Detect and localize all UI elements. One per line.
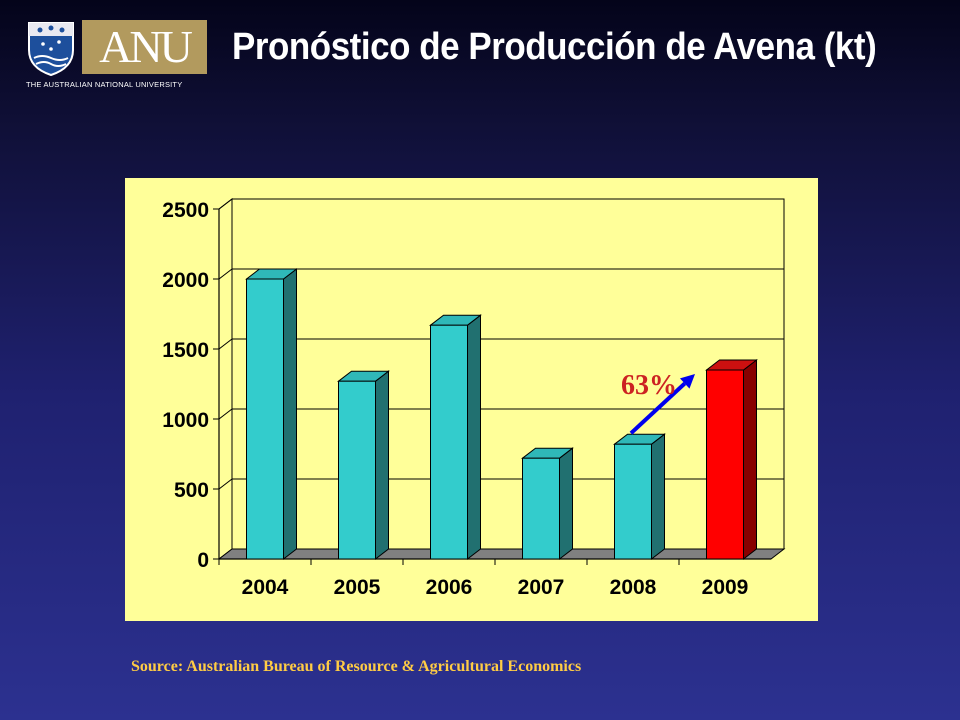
annotation-label: 63% bbox=[621, 370, 677, 401]
x-tick-label: 2006 bbox=[426, 576, 473, 599]
bar bbox=[706, 369, 744, 560]
x-tick-label: 2009 bbox=[702, 576, 749, 599]
anu-wordmark: ANU bbox=[99, 21, 193, 72]
x-tick-label: 2008 bbox=[610, 576, 657, 599]
bar bbox=[522, 457, 560, 560]
page-title: Pronóstico de Producción de Avena (kt) bbox=[232, 26, 877, 68]
plot-area: 0 500 1000 1500 2000 2500 2004 2005 2006 2007 2008… bbox=[162, 197, 786, 599]
x-tick-label: 2004 bbox=[242, 576, 289, 599]
x-tick-label: 2007 bbox=[518, 576, 565, 599]
gridline bbox=[218, 198, 784, 210]
y-tick-label: 1000 bbox=[162, 409, 209, 432]
gridline bbox=[218, 478, 784, 490]
bar bbox=[430, 324, 468, 560]
source-note: Source: Australian Bureau of Resource & … bbox=[131, 658, 582, 675]
bar-side bbox=[743, 358, 757, 561]
y-tick-label: 2500 bbox=[162, 199, 209, 222]
bar-side bbox=[651, 433, 665, 561]
y-tick-label: 0 bbox=[197, 549, 209, 572]
bar-side bbox=[467, 314, 481, 561]
plot-back-wall bbox=[231, 198, 785, 550]
y-tick-label: 1500 bbox=[162, 339, 209, 362]
anu-logo-subtitle: THE AUSTRALIAN NATIONAL UNIVERSITY bbox=[26, 80, 183, 89]
bar-side bbox=[559, 447, 573, 561]
plot-side-wall bbox=[218, 197, 233, 561]
bar bbox=[246, 278, 284, 560]
x-tick-label: 2005 bbox=[334, 576, 381, 599]
plot-floor bbox=[217, 548, 786, 560]
y-tick-label: 2000 bbox=[162, 269, 209, 292]
bar-side bbox=[375, 370, 389, 561]
bar bbox=[338, 380, 376, 560]
annotation-arrow bbox=[629, 382, 687, 435]
annotation-arrowhead bbox=[679, 374, 695, 389]
gridline bbox=[218, 268, 784, 280]
bar-chart: 0 500 1000 1500 2000 2500 2004 2005 2006 2007 2008… bbox=[125, 178, 818, 621]
anu-wordmark-box: ANU bbox=[82, 20, 207, 74]
y-tick-label: 500 bbox=[174, 479, 209, 502]
university-crest-icon bbox=[28, 22, 74, 76]
gridline bbox=[218, 338, 784, 350]
anu-logo: ANU THE AUSTRALIAN NATIONAL UNIVERSITY bbox=[22, 18, 207, 90]
gridline bbox=[218, 408, 784, 420]
bar bbox=[614, 443, 652, 560]
bar-side bbox=[283, 267, 297, 561]
